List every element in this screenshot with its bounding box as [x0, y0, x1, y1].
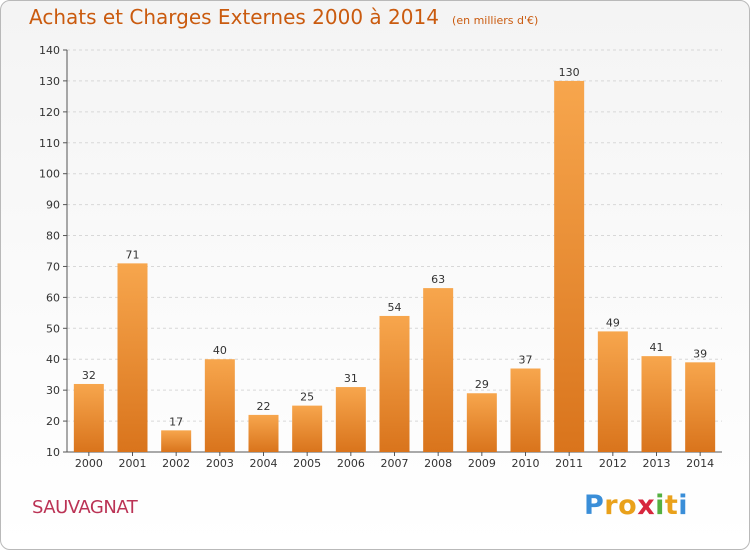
- bar: [335, 387, 366, 452]
- x-tick-label: 2007: [381, 457, 409, 470]
- y-tick-label: 80: [46, 230, 60, 243]
- y-tick-label: 130: [39, 75, 60, 88]
- data-label: 17: [169, 415, 183, 428]
- y-tick-label: 60: [46, 291, 60, 304]
- x-tick-label: 2006: [337, 457, 365, 470]
- data-label: 31: [344, 372, 358, 385]
- bar: [161, 430, 192, 452]
- x-tick-label: 2008: [424, 457, 452, 470]
- bar: [554, 80, 585, 452]
- x-tick-label: 2000: [75, 457, 103, 470]
- bar: [292, 405, 323, 452]
- x-tick-label: 2001: [119, 457, 147, 470]
- data-label: 130: [559, 66, 580, 79]
- chart-title: Achats et Charges Externes 2000 à 2014: [29, 5, 439, 29]
- bar: [641, 356, 672, 452]
- data-label: 49: [606, 316, 620, 329]
- bar: [379, 315, 410, 452]
- x-tick-label: 2002: [162, 457, 190, 470]
- x-tick-label: 2010: [512, 457, 540, 470]
- y-tick-label: 10: [46, 446, 60, 459]
- data-label: 71: [126, 248, 140, 261]
- data-label: 39: [693, 347, 707, 360]
- data-label: 25: [300, 391, 314, 404]
- bar: [73, 383, 104, 452]
- bar: [423, 288, 454, 452]
- data-label: 41: [650, 341, 664, 354]
- y-tick-label: 110: [39, 137, 60, 150]
- bar: [466, 393, 497, 452]
- data-label: 37: [519, 354, 533, 367]
- x-tick-label: 2005: [293, 457, 321, 470]
- y-tick-label: 50: [46, 322, 60, 335]
- data-label: 29: [475, 378, 489, 391]
- y-tick-label: 90: [46, 199, 60, 212]
- x-tick-label: 2003: [206, 457, 234, 470]
- y-tick-label: 30: [46, 384, 60, 397]
- x-tick-label: 2013: [643, 457, 671, 470]
- y-tick-label: 70: [46, 260, 60, 273]
- chart-title-block: Achats et Charges Externes 2000 à 2014 (…: [29, 5, 538, 29]
- proxiti-logo: Proxiti: [584, 490, 689, 521]
- data-label: 54: [388, 301, 402, 314]
- bar: [248, 414, 279, 452]
- x-tick-label: 2009: [468, 457, 496, 470]
- bar: [204, 359, 235, 452]
- x-tick-label: 2011: [555, 457, 583, 470]
- x-tick-label: 2004: [250, 457, 278, 470]
- data-label: 63: [431, 273, 445, 286]
- y-tick-label: 120: [39, 106, 60, 119]
- data-label: 32: [82, 369, 96, 382]
- data-label: 40: [213, 344, 227, 357]
- x-tick-label: 2012: [599, 457, 627, 470]
- data-label: 22: [257, 400, 271, 413]
- y-tick-label: 20: [46, 415, 60, 428]
- y-tick-label: 40: [46, 353, 60, 366]
- bar: [510, 368, 541, 452]
- chart-unit-note: (en milliers d'€): [452, 14, 539, 27]
- bar: [117, 263, 148, 452]
- bar: [597, 331, 628, 452]
- commune-name: SAUVAGNAT: [32, 497, 138, 518]
- bar: [685, 362, 716, 452]
- y-tick-label: 140: [39, 44, 60, 57]
- y-tick-label: 100: [39, 168, 60, 181]
- x-tick-label: 2014: [686, 457, 714, 470]
